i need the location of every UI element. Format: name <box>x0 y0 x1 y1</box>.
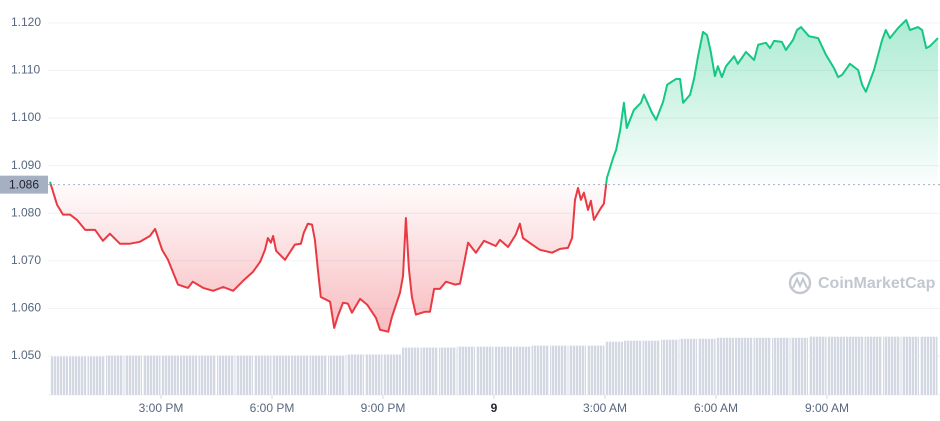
watermark-text: CoinMarketCap <box>818 275 936 292</box>
x-tick-label: 9 <box>491 401 498 415</box>
y-tick-label: 1.060 <box>11 301 41 315</box>
watermark-logo <box>788 271 812 295</box>
price-line <box>49 19 939 333</box>
watermark-logo-mark <box>792 276 808 289</box>
volume-bars <box>50 336 938 395</box>
plot <box>48 19 940 333</box>
y-tick-label: 1.090 <box>11 158 41 172</box>
y-tick-label: 1.100 <box>11 110 41 124</box>
x-tick-label: 9:00 PM <box>361 401 406 415</box>
x-tick-label: 3:00 PM <box>139 401 184 415</box>
x-tick-label: 6:00 PM <box>250 401 295 415</box>
watermark: CoinMarketCap <box>788 271 936 295</box>
y-tick-label: 1.120 <box>11 15 41 29</box>
baseline-label-box <box>0 175 48 194</box>
x-tick-label: 3:00 AM <box>583 401 627 415</box>
baseline-label: 1.086 <box>9 177 39 191</box>
price-area <box>50 20 938 332</box>
volume-texture-overlay <box>50 336 938 395</box>
x-tick-label: 9:00 AM <box>805 401 849 415</box>
x-tick-label: 6:00 AM <box>694 401 738 415</box>
y-tick-label: 1.070 <box>11 253 41 267</box>
labels: 1.050 1.060 1.070 1.080 1.090 1.100 1.110 1.120… <box>0 15 849 415</box>
y-tick-label: 1.080 <box>11 205 41 219</box>
y-tick-label: 1.110 <box>11 63 40 77</box>
y-tick-label: 1.050 <box>11 348 41 362</box>
